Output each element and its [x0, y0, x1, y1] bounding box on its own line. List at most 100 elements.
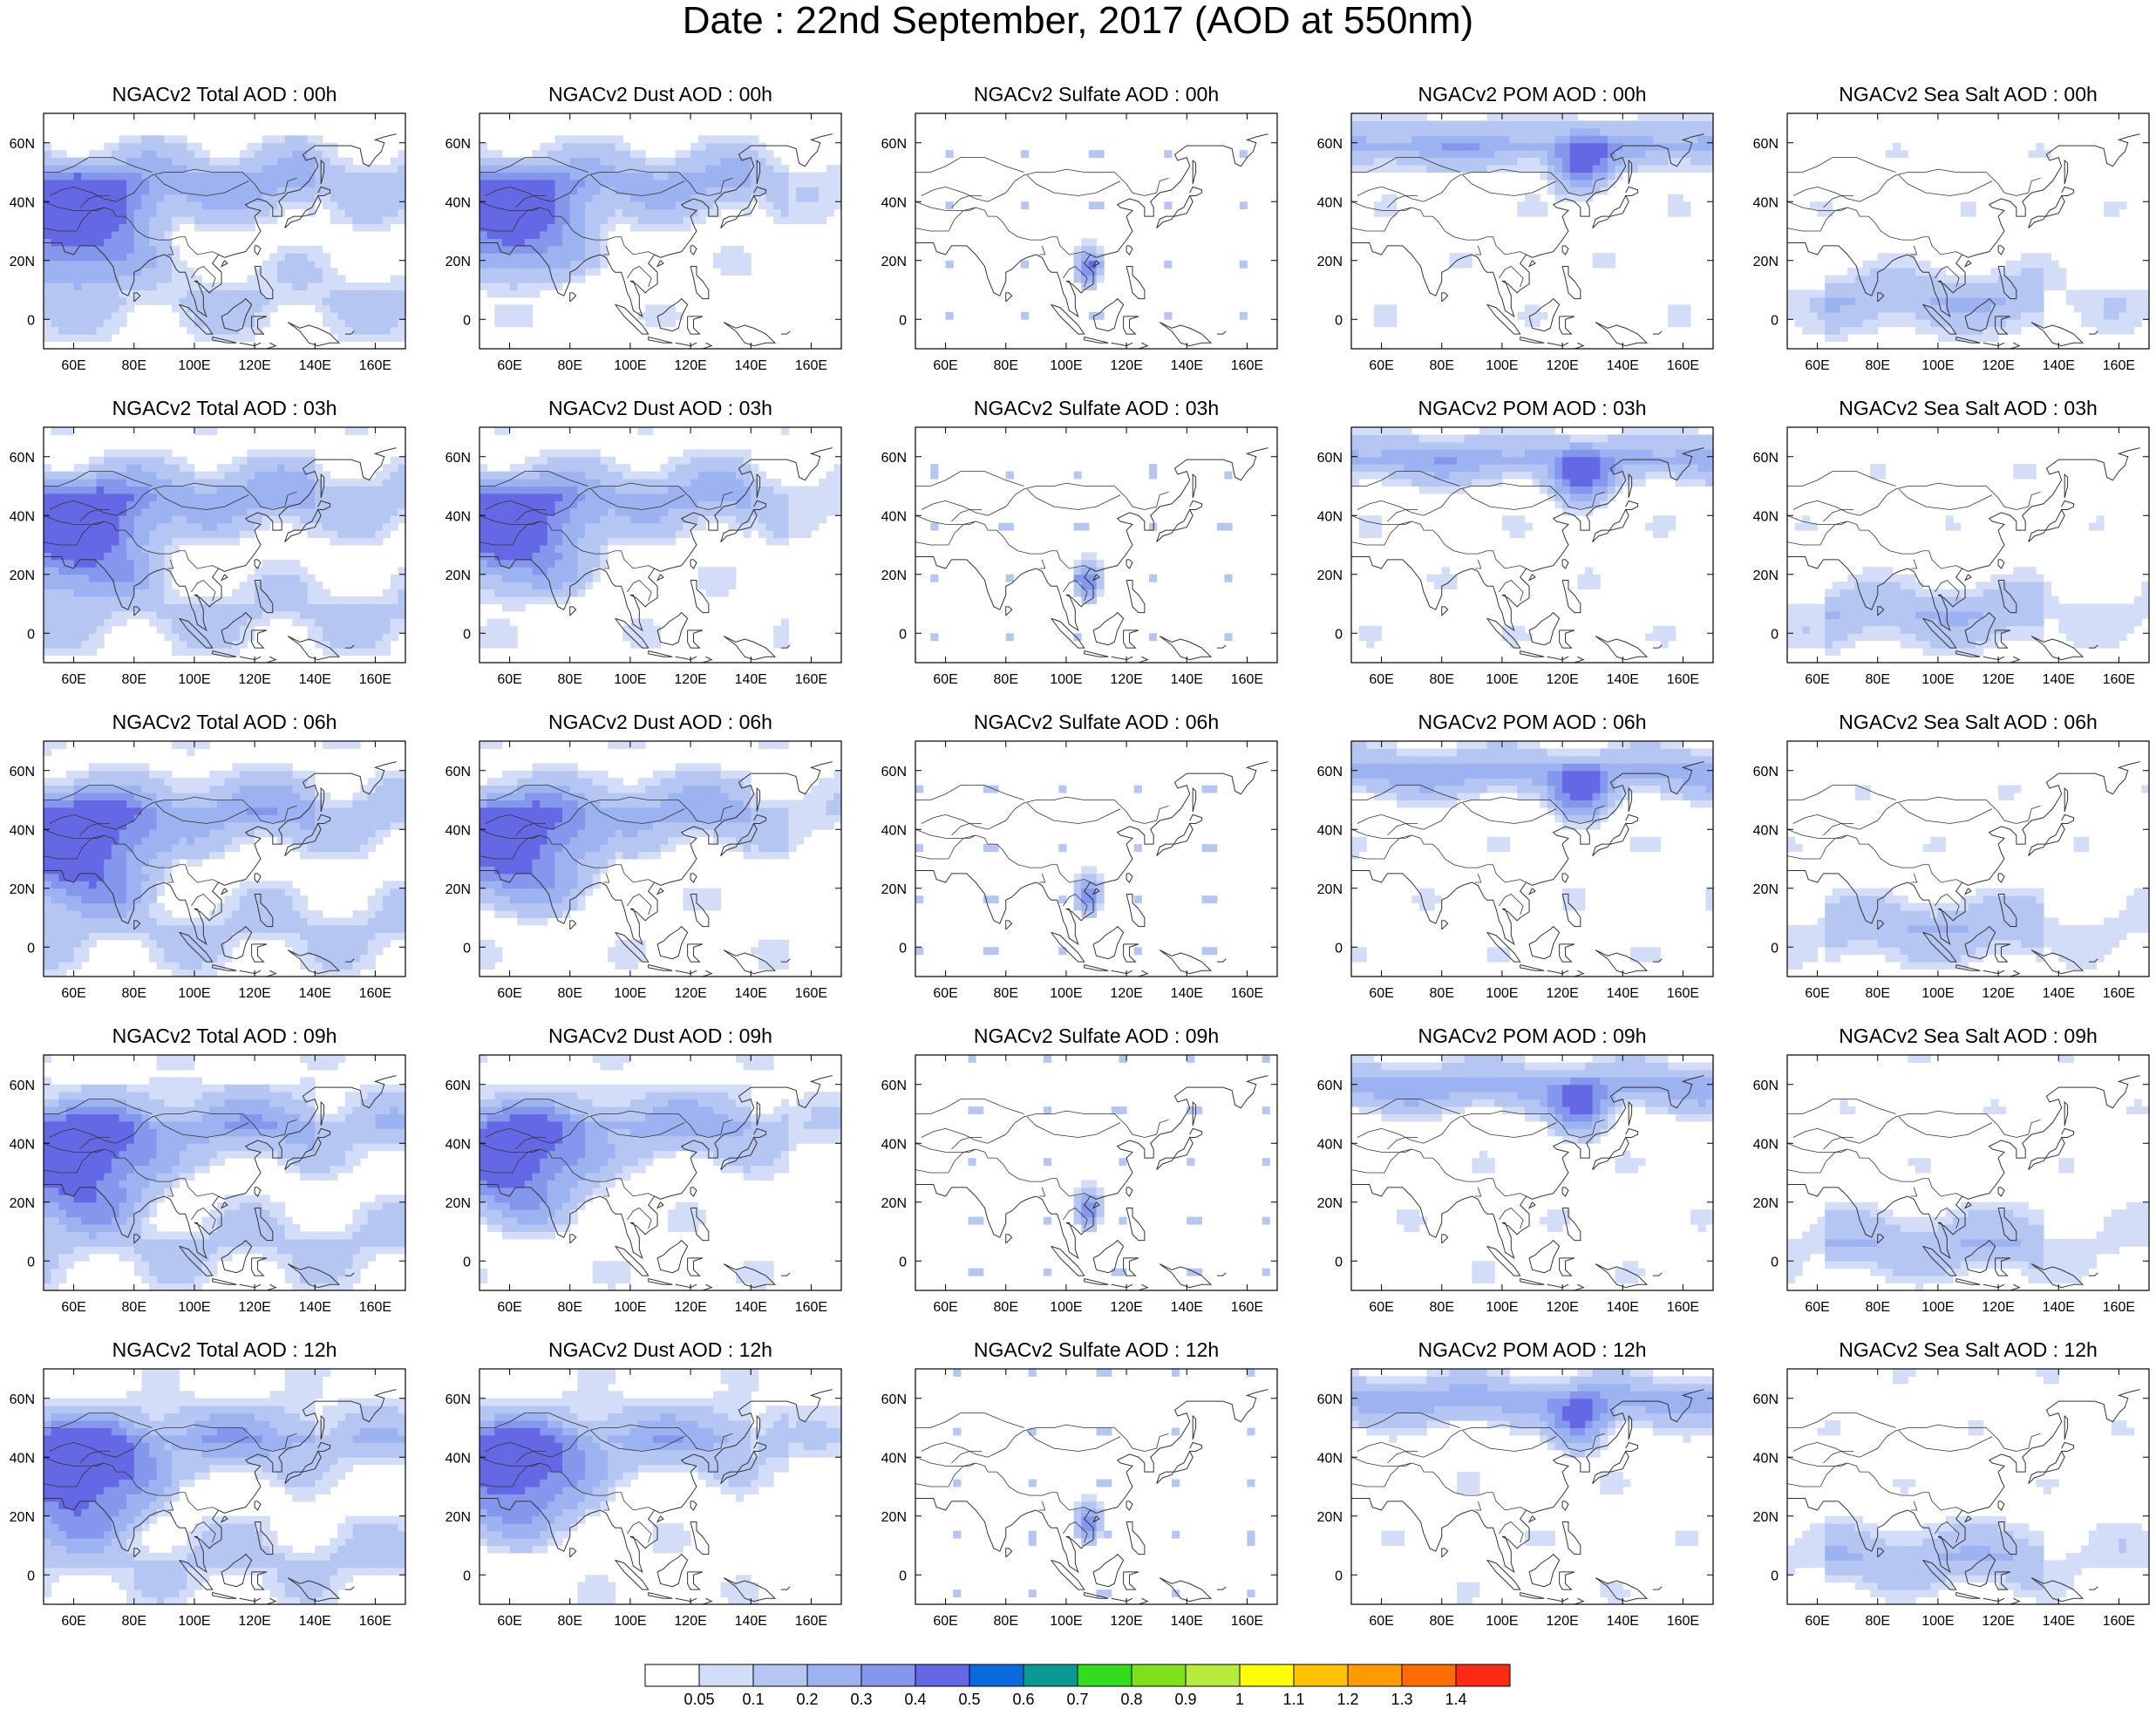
aod-cell: [164, 143, 172, 151]
aod-cell: [1847, 268, 1855, 276]
aod-cell: [194, 143, 202, 151]
aod-cell: [277, 253, 285, 261]
aod-cell: [172, 515, 180, 523]
aod-cell: [308, 209, 316, 217]
aod-cell: [345, 173, 353, 180]
aod-cell: [502, 493, 510, 501]
aod-cell: [751, 173, 758, 180]
aod-cell: [232, 334, 240, 342]
aod-cell: [630, 641, 638, 649]
aod-cell: [1638, 120, 1646, 128]
aod-cell: [1472, 434, 1479, 442]
aod-cell: [540, 216, 548, 224]
aod-cell: [1397, 113, 1404, 121]
aod-cell: [209, 515, 217, 523]
aod-cell: [479, 515, 487, 523]
aod-cell: [89, 150, 97, 158]
aod-cell: [81, 180, 89, 187]
aod-cell: [2051, 268, 2059, 276]
aod-cell: [262, 180, 270, 187]
aod-cell: [112, 143, 119, 151]
aod-cell: [1855, 304, 1863, 312]
aod-cell: [1472, 472, 1479, 480]
aod-cell: [554, 500, 562, 508]
aod-cell: [172, 135, 180, 143]
aod-cell: [134, 297, 142, 305]
aod-cell: [368, 515, 376, 523]
aod-cell: [126, 552, 134, 560]
aod-cell: [352, 165, 360, 173]
aod-cell: [308, 150, 316, 158]
aod-cell: [44, 464, 51, 472]
aod-cell: [510, 508, 518, 516]
aod-cell: [616, 209, 623, 217]
aod-cell: [1351, 128, 1359, 136]
aod-cell: [1645, 135, 1653, 143]
lon-tick-label: 140E: [2043, 358, 2075, 373]
coastline: [2064, 160, 2067, 184]
aod-cell: [804, 515, 812, 523]
aod-cell: [119, 187, 126, 194]
aod-cell: [616, 515, 623, 523]
lat-tick-label: 0: [27, 627, 35, 642]
aod-cell: [232, 508, 240, 516]
aod-cell: [510, 180, 518, 187]
aod-cell: [1818, 297, 1826, 305]
aod-cell: [638, 201, 646, 209]
aod-cell: [1449, 158, 1457, 166]
aod-cell: [66, 238, 74, 246]
aod-cell: [164, 173, 172, 180]
aod-cell: [593, 216, 601, 224]
aod-cell: [510, 487, 518, 494]
aod-cell: [217, 479, 225, 487]
aod-cell: [1998, 319, 2006, 327]
aod-cell: [66, 575, 74, 582]
aod-cell: [1240, 150, 1248, 158]
aod-cell: [517, 596, 525, 604]
aod-cell: [773, 173, 781, 180]
aod-cell: [1374, 312, 1382, 320]
aod-cell: [66, 427, 74, 435]
aod-cell: [81, 618, 89, 626]
aod-cell: [713, 180, 721, 187]
aod-cell: [630, 158, 638, 166]
coastline: [1039, 560, 1045, 568]
aod-cell: [126, 150, 134, 158]
aod-cell: [66, 282, 74, 290]
aod-cell: [308, 246, 316, 254]
aod-cell: [826, 187, 834, 194]
aod-cell: [548, 545, 555, 553]
aod-cell: [540, 500, 548, 508]
aod-cell: [494, 304, 502, 312]
coastline: [649, 337, 673, 344]
aod-cell: [577, 530, 585, 538]
aod-cell: [269, 165, 277, 173]
aod-cell: [323, 626, 330, 634]
coastline: [255, 246, 261, 255]
aod-cell: [1593, 128, 1601, 136]
aod-cell: [89, 253, 97, 261]
aod-cell: [2044, 261, 2051, 269]
aod-cell: [74, 648, 82, 656]
aod-cell: [2013, 282, 2021, 290]
aod-cell: [308, 582, 316, 589]
aod-cell: [781, 523, 789, 531]
aod-cell: [104, 545, 112, 553]
aod-cell: [540, 493, 548, 501]
aod-cell: [1855, 327, 1863, 335]
aod-cell: [375, 290, 383, 298]
aod-cell: [2006, 319, 2014, 327]
aod-cell: [134, 596, 142, 604]
aod-cell: [630, 224, 638, 232]
aod-cell: [676, 194, 684, 202]
aod-cell: [1457, 457, 1465, 465]
aod-cell: [164, 216, 172, 224]
aod-cell: [180, 216, 187, 224]
aod-cell: [645, 472, 653, 480]
aod-cell: [1359, 626, 1367, 634]
aod-cell: [1404, 434, 1412, 442]
coastline: [657, 575, 663, 581]
aod-cell: [540, 246, 548, 254]
aod-cell: [81, 268, 89, 276]
aod-cell: [51, 312, 59, 320]
